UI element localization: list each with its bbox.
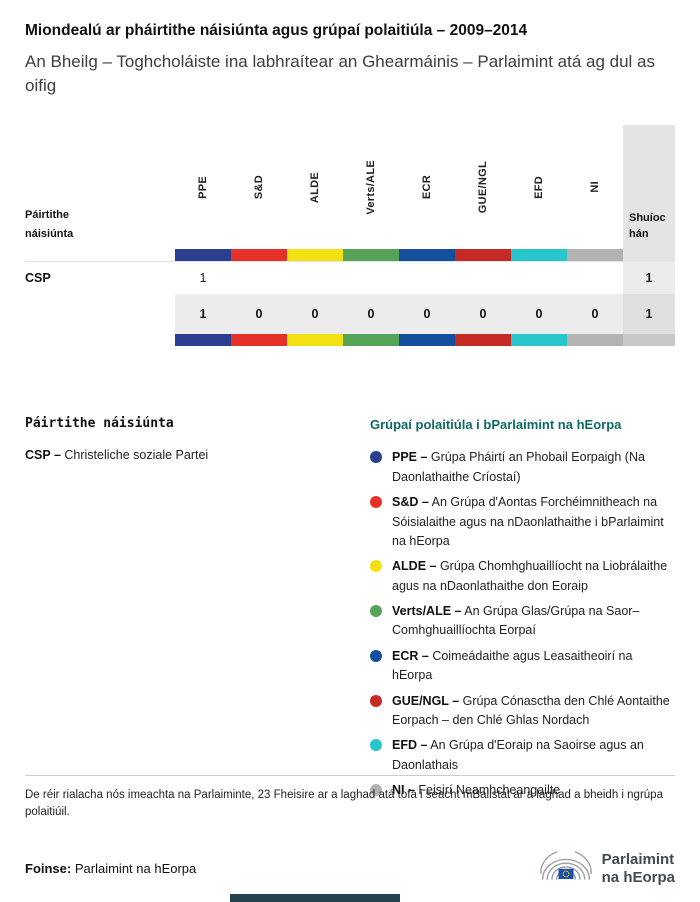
row-header-label: Páirtithe náisiúnta xyxy=(25,208,74,240)
total-efd: 0 xyxy=(511,294,567,335)
legend-item-sd: S&D – An Grúpa d'Aontas Forchéimnitheach… xyxy=(370,493,675,551)
legend-item-gue-ngl: GUE/NGL – Grúpa Cónasctha den Chlé Aonta… xyxy=(370,692,675,731)
color-bar-efd xyxy=(511,249,567,262)
verts-ale-color-dot xyxy=(370,605,382,618)
legends-section: Páirtithe náisiúnta CSP – Christeliche s… xyxy=(25,416,675,806)
total-ppe: 1 xyxy=(175,294,231,335)
seats-column-fill xyxy=(623,249,675,262)
total-ni: 0 xyxy=(567,294,623,335)
seats-column-fill-bottom xyxy=(623,334,675,347)
column-header-sd: S&D xyxy=(253,175,265,200)
legend-item-csp: CSP – Christeliche soziale Partei xyxy=(25,448,209,463)
color-bar-verts-ale xyxy=(343,334,399,347)
source-line: Foinse: Parlaimint na hEorpa xyxy=(25,861,196,876)
color-bar-alde xyxy=(287,334,343,347)
spacer-cell xyxy=(25,294,175,334)
color-bar-efd xyxy=(511,334,567,347)
page-footer: De réir rialacha nós imeachta na Parlaim… xyxy=(0,774,700,902)
legend-item-ecr: ECR – Coimeádaithe agus Leasaitheoirí na… xyxy=(370,647,675,686)
color-bar-gue-ngl xyxy=(455,249,511,262)
legend-item-efd: EFD – An Grúpa d'Eoraip na Saoirse agus … xyxy=(370,736,675,775)
group-color-bar-row-top xyxy=(25,249,675,262)
alde-color-dot xyxy=(370,560,382,573)
political-groups-legend: Grúpaí polaitiúla i bParlaimint na hEorp… xyxy=(370,416,675,806)
cell-csp-ecr xyxy=(399,262,455,294)
sd-color-dot xyxy=(370,496,382,509)
column-header-seats: Shuíochán xyxy=(623,125,675,250)
column-header-ppe: PPE xyxy=(197,175,209,199)
eu-flag xyxy=(558,868,574,880)
color-bar-ni xyxy=(567,334,623,347)
procedure-note: De réir rialacha nós imeachta na Parlaim… xyxy=(25,788,663,818)
color-bar-sd xyxy=(231,249,287,262)
column-header-alde: ALDE xyxy=(309,171,321,203)
column-header-verts-ale: Verts/ALE xyxy=(365,159,377,215)
page-subtitle: An Bheilg – Toghcholáiste ina labhraítea… xyxy=(25,52,656,96)
gue-ngl-color-dot xyxy=(370,694,382,707)
legend-item-alde: ALDE – Grúpa Chomhghuaillíocht na Liobrá… xyxy=(370,557,675,596)
cell-csp-verts-ale xyxy=(343,262,399,294)
party-name: CSP xyxy=(25,271,51,286)
legend-item-ppe: PPE – Grúpa Pháirtí an Phobail Eorpaigh … xyxy=(370,448,675,487)
national-parties-legend-title: Páirtithe náisiúnta xyxy=(25,416,174,432)
legend-item-ni: NI – Feisirí Neamhcheangailte xyxy=(370,781,675,800)
national-parties-legend: Páirtithe náisiúnta CSP – Christeliche s… xyxy=(25,416,370,806)
cell-csp-alde xyxy=(287,262,343,294)
column-header-ni: NI xyxy=(589,181,601,194)
color-bar-ecr xyxy=(399,334,455,347)
source-row: Foinse: Parlaimint na hEorpa xyxy=(25,845,675,892)
column-header-gue-ngl: GUE/NGL xyxy=(477,161,489,214)
page-title: Miondealú ar pháirtithe náisiúnta agus g… xyxy=(25,22,528,39)
table-row-totals: 1 0 0 0 0 0 0 0 1 xyxy=(25,294,675,335)
source-value: Parlaimint na hEorpa xyxy=(74,861,197,876)
bottom-bar xyxy=(230,894,400,902)
spacer-cell xyxy=(25,334,175,346)
ni-color-dot xyxy=(370,784,382,797)
ep-logo-text: Parlaimint na hEorpa xyxy=(601,851,675,886)
source-label: Foinse: xyxy=(25,861,72,876)
color-bar-verts-ale xyxy=(343,249,399,262)
page: Miondealú ar pháirtithe náisiúnta agus g… xyxy=(25,22,675,806)
cell-csp-efd xyxy=(511,262,567,294)
color-bar-alde xyxy=(287,249,343,262)
table-row-csp: CSP 1 1 xyxy=(25,261,675,295)
cell-csp-ni xyxy=(567,262,623,294)
spacer-cell xyxy=(25,249,175,261)
total-verts-ale: 0 xyxy=(343,294,399,335)
ep-logo[interactable]: Parlaimint na hEorpa xyxy=(538,845,675,892)
ecr-color-dot xyxy=(370,649,382,662)
total-sd: 0 xyxy=(231,294,287,335)
group-color-bar-row-bottom xyxy=(25,334,675,347)
color-bar-ppe xyxy=(175,249,231,262)
cell-csp-sd xyxy=(231,262,287,294)
color-bar-ppe xyxy=(175,334,231,347)
footer-divider: De réir rialacha nós imeachta na Parlaim… xyxy=(25,774,675,893)
total-seats: 1 xyxy=(623,294,675,335)
total-ecr: 0 xyxy=(399,294,455,335)
results-table: Páirtithe náisiúnta PPE S&D ALDE Verts/A… xyxy=(25,125,675,347)
color-bar-gue-ngl xyxy=(455,334,511,347)
column-header-ecr: ECR xyxy=(421,175,433,200)
table-header-row: Páirtithe náisiúnta PPE S&D ALDE Verts/A… xyxy=(25,125,675,250)
efd-color-dot xyxy=(370,739,382,752)
total-alde: 0 xyxy=(287,294,343,335)
row-header-cell: Páirtithe náisiúnta xyxy=(25,125,175,249)
cell-csp-gue-ngl xyxy=(455,262,511,294)
color-bar-sd xyxy=(231,334,287,347)
color-bar-ni xyxy=(567,249,623,262)
color-bar-ecr xyxy=(399,249,455,262)
ppe-color-dot xyxy=(370,451,382,464)
legend-item-verts-ale: Verts/ALE – An Grúpa Glas/Grúpa na Saor–… xyxy=(370,602,675,641)
ep-hemicycle-icon xyxy=(538,845,594,892)
column-header-efd: EFD xyxy=(533,175,545,199)
cell-csp-ppe: 1 xyxy=(199,271,207,286)
political-groups-legend-title: Grúpaí polaitiúla i bParlaimint na hEorp… xyxy=(370,417,622,433)
total-gue-ngl: 0 xyxy=(455,294,511,335)
cell-csp-seats: 1 xyxy=(623,262,675,295)
